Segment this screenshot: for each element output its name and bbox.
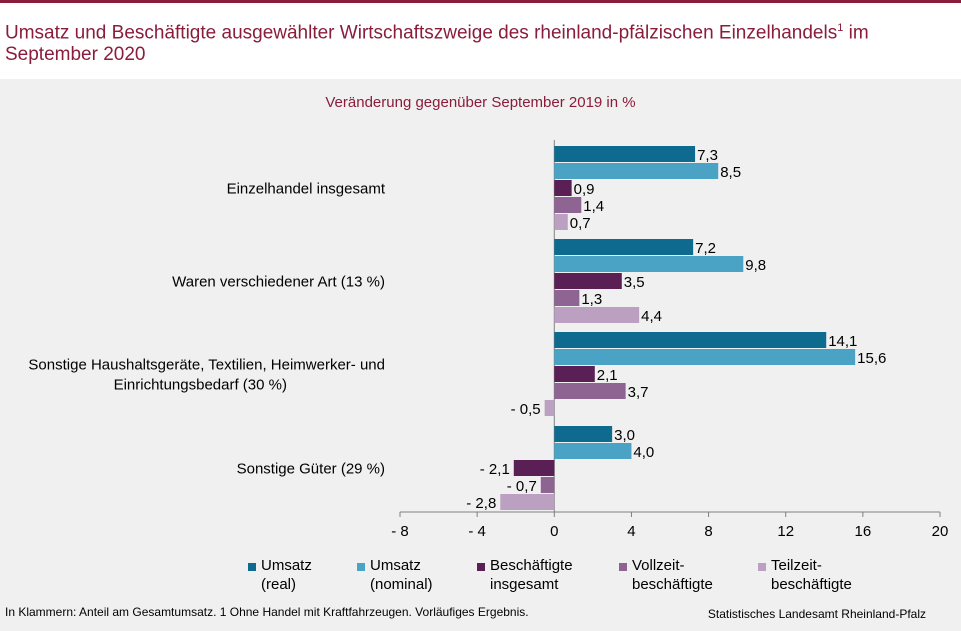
data-label: 3,5 (624, 274, 645, 291)
bar (554, 239, 694, 255)
data-label: 0,7 (570, 215, 591, 232)
bar (554, 332, 827, 348)
x-tick-label: 8 (704, 523, 712, 540)
legend-label: Vollzeit- beschäftigte (632, 557, 713, 593)
bar (554, 349, 856, 365)
legend-swatch (248, 563, 256, 571)
data-label: 8,5 (720, 164, 741, 181)
top-accent-bar (0, 0, 961, 3)
bar-chart: Einzelhandel insgesamt 7,38,5 0,91,40,7 War… (28, 140, 949, 540)
data-label: 3,7 (628, 384, 649, 401)
bar (540, 477, 555, 493)
data-label: 0,9 (574, 181, 595, 198)
bar (554, 426, 613, 442)
legend-label: Umsatz (nominal) (370, 557, 433, 593)
bar (554, 273, 622, 289)
bar (554, 366, 595, 382)
data-label: - 2,1 (480, 461, 510, 478)
legend-label: Teilzeit- beschäftigte (771, 557, 852, 593)
category-label: Einrichtungsbedarf (30 %) (114, 377, 287, 394)
x-tick-label: 16 (855, 523, 872, 540)
x-tick-label: 0 (550, 523, 558, 540)
x-tick-label: 12 (777, 523, 794, 540)
legend-swatch (758, 563, 766, 571)
bar (554, 146, 696, 162)
legend-swatch (619, 563, 627, 571)
x-tick-label: 20 (932, 523, 949, 540)
category-label: Sonstige Haushaltsgeräte, Textilien, Hei… (28, 357, 385, 374)
bar (554, 307, 640, 323)
chart-title: Umsatz und Beschäftigte ausgewählter Wir… (5, 22, 869, 66)
x-tick-label: - 8 (391, 523, 409, 540)
bar (554, 214, 568, 230)
bar (554, 443, 632, 459)
data-label: 9,8 (745, 257, 766, 274)
category-label: Sonstige Güter (29 %) (237, 461, 385, 478)
bar (513, 460, 555, 476)
data-label: - 0,7 (507, 478, 537, 495)
data-label: 1,4 (583, 198, 604, 215)
data-label: - 2,8 (466, 495, 496, 512)
category-label: Waren verschiedener Art (13 %) (172, 274, 385, 291)
legend-swatch (357, 563, 365, 571)
x-tick-label: - 4 (468, 523, 486, 540)
legend: Umsatz (real) Umsatz (nominal) Beschäftigt… (0, 556, 961, 596)
bar (554, 383, 626, 399)
category-label: Einzelhandel insgesamt (227, 181, 386, 198)
data-label: 3,0 (614, 427, 635, 444)
x-tick-label: 4 (627, 523, 635, 540)
data-label: 1,3 (581, 291, 602, 308)
data-label: 15,6 (857, 350, 886, 367)
data-label: - 0,5 (511, 401, 541, 418)
legend-label: Beschäftigte insgesamt (490, 557, 573, 593)
legend-swatch (477, 563, 485, 571)
bar (544, 400, 555, 416)
data-label: 4,4 (641, 308, 662, 325)
data-label: 7,2 (695, 240, 716, 257)
footnote: In Klammern: Anteil am Gesamtumsatz. 1 O… (5, 605, 529, 619)
bar (554, 180, 572, 196)
data-label: 14,1 (828, 333, 857, 350)
bar (554, 290, 580, 306)
data-label: 4,0 (633, 444, 654, 461)
chart-subtitle: Veränderung gegenüber September 2019 in … (325, 94, 636, 111)
data-label: 7,3 (697, 147, 718, 164)
legend-label: Umsatz (real) (261, 557, 312, 593)
header: Umsatz und Beschäftigte ausgewählter Wir… (0, 3, 961, 70)
bar (500, 494, 555, 510)
data-label: 2,1 (597, 367, 618, 384)
bar (554, 256, 744, 272)
source-note: Statistisches Landesamt Rheinland-Pfalz (707, 607, 926, 621)
bar (554, 163, 719, 179)
bar (554, 197, 582, 213)
